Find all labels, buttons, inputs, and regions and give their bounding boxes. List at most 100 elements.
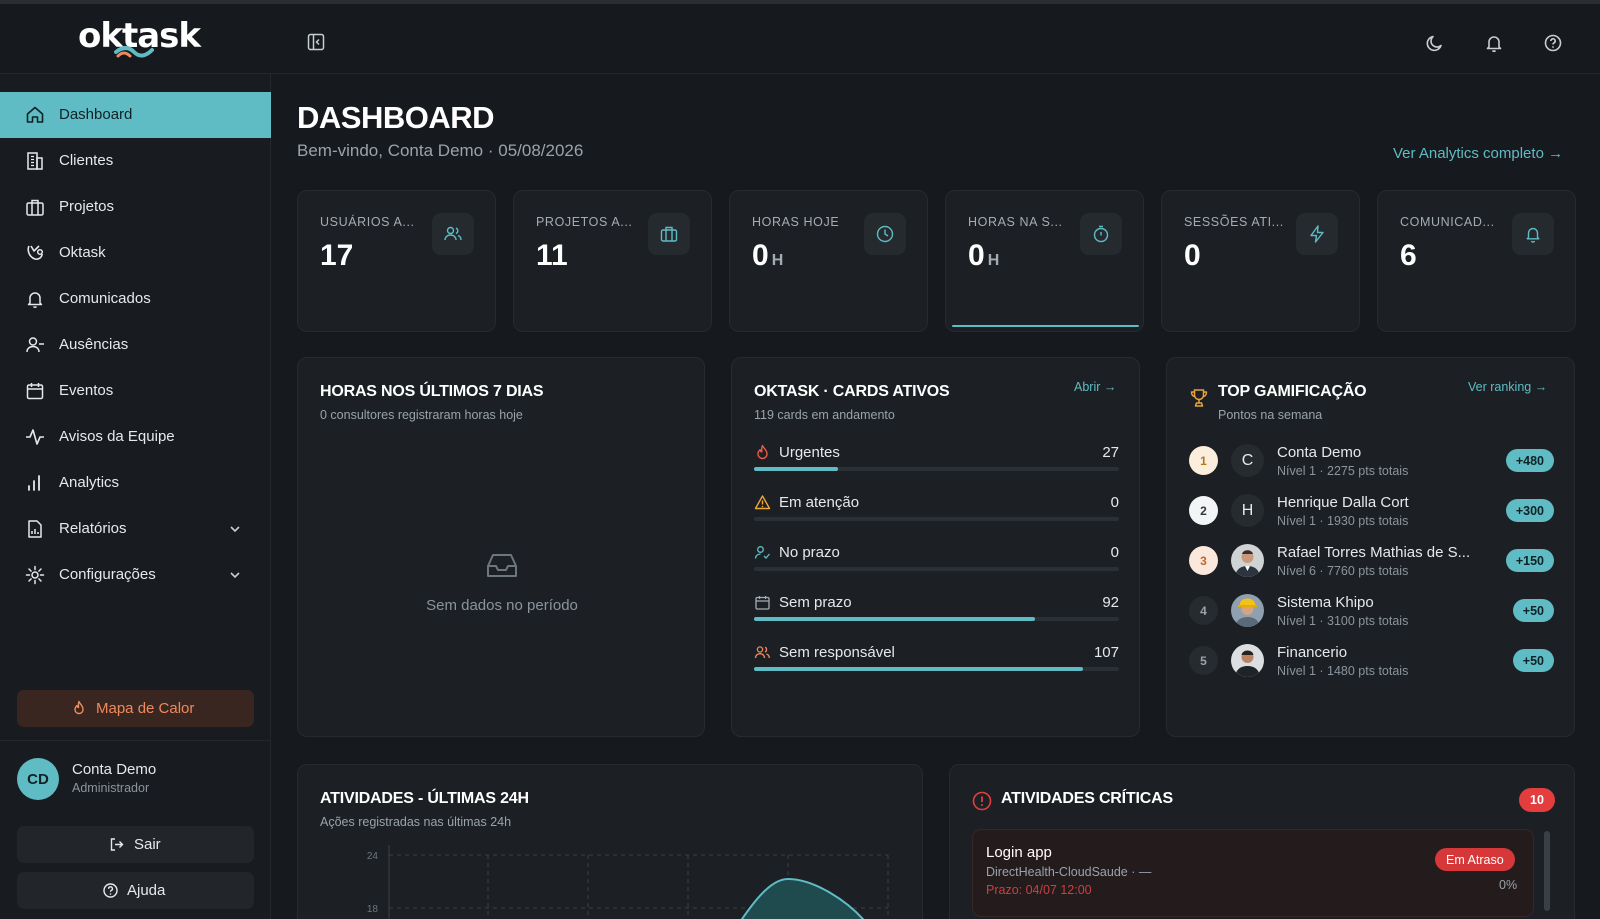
card-row-label: Sem prazo (779, 594, 852, 611)
stat-icon-box (1512, 213, 1554, 255)
ranking-row[interactable]: 3 Rafael Torres Mathias de S... Nível 6 … (1189, 544, 1554, 588)
moon-icon[interactable] (1424, 32, 1446, 54)
area-series (742, 879, 863, 919)
activity-progress: 0% (1499, 878, 1518, 892)
panel-title: ATIVIDADES CRÍTICAS (1001, 790, 1173, 807)
ranking-row[interactable]: 2 H Henrique Dalla Cort Nível 1 · 1930 p… (1189, 494, 1554, 538)
stat-value: 11 (536, 239, 568, 272)
bell-icon[interactable] (1483, 32, 1505, 54)
report-icon (28, 520, 42, 538)
scrollbar-thumb[interactable] (1544, 831, 1550, 911)
rank-badge: 5 (1189, 646, 1218, 675)
y-tick-label: 18 (367, 904, 379, 915)
activity-title: Login app (986, 844, 1052, 861)
empty-state-text: Sem dados no período (426, 597, 578, 614)
help-button[interactable]: Ajuda (17, 872, 254, 909)
clock-icon (876, 225, 894, 243)
briefcase-icon (660, 226, 678, 242)
flame-icon (757, 444, 768, 460)
trophy-icon (1190, 389, 1208, 407)
card-row-count: 0 (1110, 544, 1119, 561)
stat-icon-box (432, 213, 474, 255)
sidebar-item-analytics[interactable]: Analytics (0, 460, 271, 506)
ranking-row[interactable]: 4 Sistema Khipo Nível 1 · 3100 pts totai… (1189, 594, 1554, 638)
ranking-name: Henrique Dalla Cort (1277, 494, 1409, 511)
help-icon[interactable] (1542, 32, 1564, 54)
stat-icon-box (1296, 213, 1338, 255)
home-icon (26, 106, 44, 123)
sidebar-item-eventos[interactable]: Eventos (0, 368, 271, 414)
analytics-link[interactable]: Ver Analytics completo → (1393, 145, 1564, 162)
panel-title: OKTASK · CARDS ATIVOS (754, 383, 950, 400)
card-row-urgentes[interactable]: Urgentes 27 (754, 442, 1119, 486)
user-minus-icon (26, 337, 44, 353)
user-avatar[interactable]: CD (17, 758, 59, 800)
stat-card-sessoes[interactable]: SESSÕES ATI... 0 (1161, 190, 1360, 332)
panel-title: ATIVIDADES - ÚLTIMAS 24H (320, 790, 529, 807)
bell-icon (27, 292, 43, 309)
ranking-row[interactable]: 5 Financerio Nível 1 · 1480 pts totais +… (1189, 644, 1554, 688)
sidebar-item-label: Relatórios (59, 520, 127, 537)
stat-card-comunicados[interactable]: COMUNICAD... 6 (1377, 190, 1576, 332)
inbox-icon (487, 554, 517, 577)
help-label: Ajuda (127, 882, 166, 899)
active-card-indicator (952, 325, 1139, 327)
app-logo[interactable]: oktask (78, 16, 201, 56)
chevron-down-icon[interactable] (228, 522, 242, 536)
ranking-name: Conta Demo (1277, 444, 1362, 461)
ranking-row[interactable]: 1 C Conta Demo Nível 1 · 2275 pts totais… (1189, 444, 1554, 488)
sidebar-item-dashboard[interactable]: Dashboard (0, 92, 271, 138)
sidebar-item-oktask[interactable]: Oktask (0, 230, 271, 276)
points-badge: +300 (1505, 499, 1554, 522)
card-row-em-atencao[interactable]: Em atenção 0 (754, 492, 1119, 536)
sidebar-item-ausencias[interactable]: Ausências (0, 322, 271, 368)
points-badge: +480 (1505, 449, 1554, 472)
points-badge: +150 (1505, 549, 1554, 572)
open-cards-link[interactable]: Abrir → (1074, 380, 1117, 394)
card-row-label: Urgentes (779, 444, 840, 461)
sidebar-item-avisos-equipe[interactable]: Avisos da Equipe (0, 414, 271, 460)
sidebar-item-projetos[interactable]: Projetos (0, 184, 271, 230)
stat-label: SESSÕES ATI... (1184, 215, 1284, 229)
card-row-label: Sem responsável (779, 644, 895, 661)
page-subtitle: Bem-vindo, Conta Demo · 05/08/2026 (297, 141, 584, 160)
sidebar-item-clientes[interactable]: Clientes (0, 138, 271, 184)
points-badge: +50 (1512, 599, 1554, 622)
logout-label: Sair (134, 836, 161, 853)
card-row-sem-responsavel[interactable]: Sem responsável 107 (754, 642, 1119, 686)
ranking-link[interactable]: Ver ranking → (1468, 380, 1548, 394)
calendar-icon (755, 596, 770, 610)
sidebar-item-relatorios[interactable]: Relatórios (0, 506, 271, 552)
card-row-label: Em atenção (779, 494, 860, 511)
sidebar-item-configuracoes[interactable]: Configurações (0, 552, 271, 598)
person-photo-icon (1231, 644, 1264, 677)
stat-card-projetos[interactable]: PROJETOS A... 11 (513, 190, 712, 332)
sidebar-toggle-icon[interactable] (306, 32, 326, 52)
avatar (1231, 544, 1264, 577)
status-badge: Em Atraso (1435, 848, 1515, 871)
logo-swoosh-icon (114, 46, 154, 58)
activity-icon (26, 429, 44, 445)
heatmap-button[interactable]: Mapa de Calor (17, 690, 254, 727)
rank-badge: 4 (1189, 596, 1218, 625)
stat-value: 0 (1184, 239, 1201, 272)
bell-icon (1526, 227, 1540, 243)
critical-activity-item[interactable]: Login app DirectHealth-CloudSaude · — Pr… (972, 829, 1534, 917)
panel-subtitle: 0 consultores registraram horas hoje (320, 408, 523, 422)
logout-button[interactable]: Sair (17, 826, 254, 863)
sidebar-item-comunicados[interactable]: Comunicados (0, 276, 271, 322)
card-row-sem-prazo[interactable]: Sem prazo 92 (754, 592, 1119, 636)
progress-fill (754, 467, 838, 471)
sidebar-item-label: Ausências (59, 336, 129, 353)
gamification-panel: TOP GAMIFICAÇÃO Pontos na semana Ver ran… (1166, 357, 1575, 737)
stat-card-usuarios[interactable]: USUÁRIOS A... 17 (297, 190, 496, 332)
stat-label: PROJETOS A... (536, 215, 633, 229)
progress-fill (754, 667, 1083, 671)
card-row-no-prazo[interactable]: No prazo 0 (754, 542, 1119, 586)
progress-track (754, 467, 1119, 471)
chevron-down-icon[interactable] (228, 568, 242, 582)
progress-track (754, 567, 1119, 571)
activity-deadline: Prazo: 04/07 12:00 (986, 883, 1092, 897)
